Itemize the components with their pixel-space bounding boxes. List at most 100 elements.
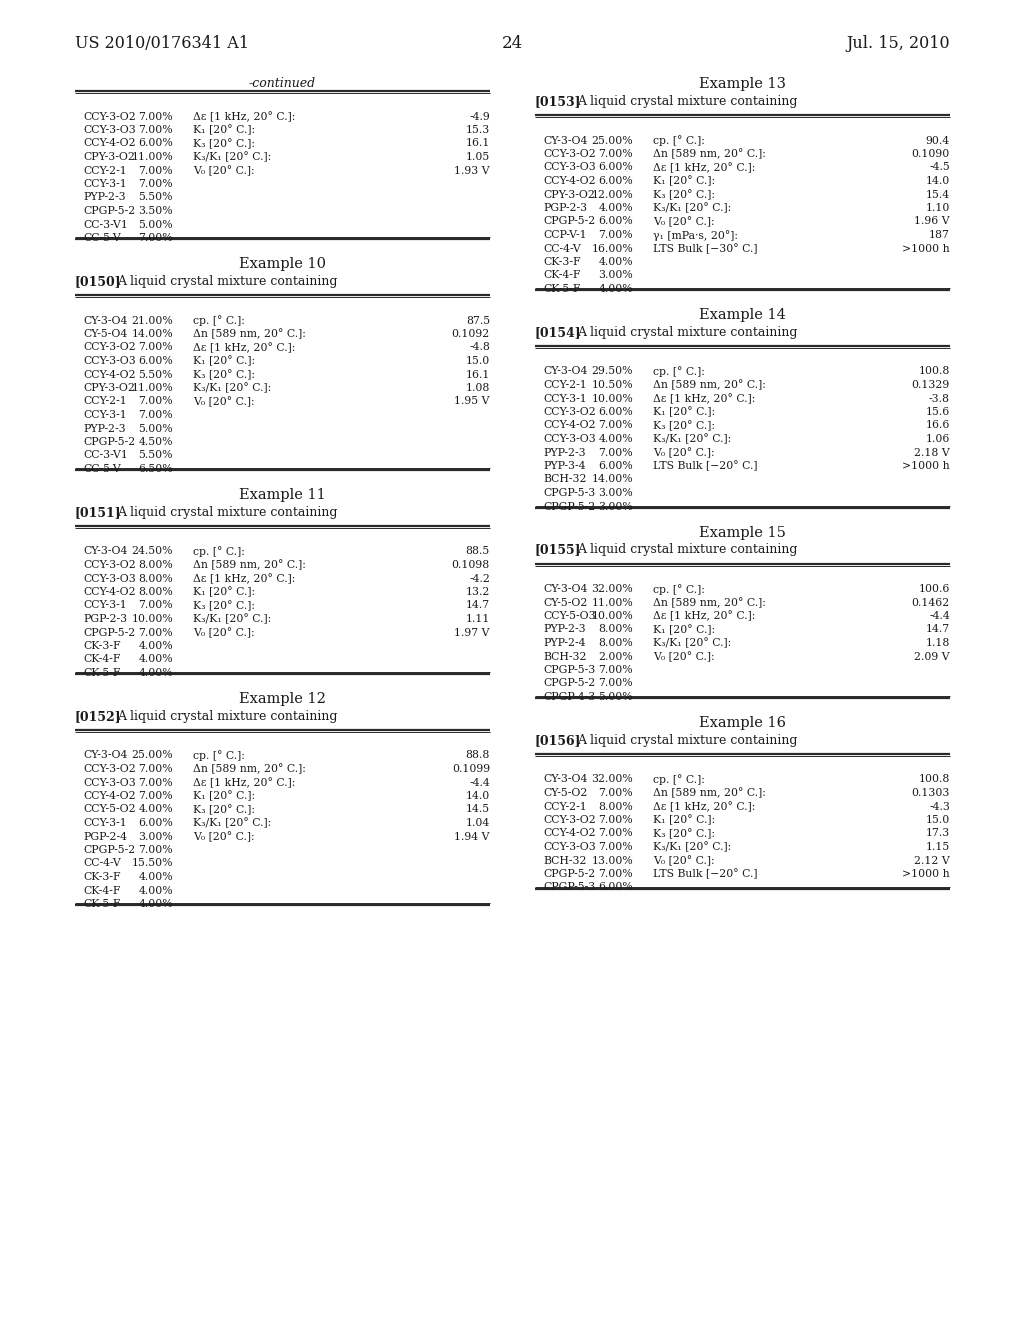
Text: 4.00%: 4.00%: [598, 284, 633, 294]
Text: Δn [589 nm, 20° C.]:: Δn [589 nm, 20° C.]:: [193, 560, 306, 570]
Text: CY-5-O4: CY-5-O4: [83, 329, 127, 339]
Text: V₀ [20° C.]:: V₀ [20° C.]:: [193, 396, 255, 407]
Text: CCY-4-O2: CCY-4-O2: [83, 370, 135, 380]
Text: CPGP-5-2: CPGP-5-2: [543, 869, 595, 879]
Text: 1.93 V: 1.93 V: [455, 165, 490, 176]
Text: 7.00%: 7.00%: [138, 764, 173, 774]
Text: K₃/K₁ [20° C.]:: K₃/K₁ [20° C.]:: [193, 383, 271, 393]
Text: 7.00%: 7.00%: [598, 447, 633, 458]
Text: 16.1: 16.1: [466, 370, 490, 380]
Text: BCH-32: BCH-32: [543, 855, 587, 866]
Text: CY-5-O2: CY-5-O2: [543, 788, 588, 799]
Text: 15.3: 15.3: [466, 125, 490, 135]
Text: Δε [1 kHz, 20° C.]:: Δε [1 kHz, 20° C.]:: [653, 801, 756, 812]
Text: K₃/K₁ [20° C.]:: K₃/K₁ [20° C.]:: [653, 842, 731, 853]
Text: 5.50%: 5.50%: [138, 450, 173, 461]
Text: 187: 187: [929, 230, 950, 240]
Text: 15.50%: 15.50%: [131, 858, 173, 869]
Text: CCY-4-O2: CCY-4-O2: [543, 829, 596, 838]
Text: Example 11: Example 11: [240, 488, 326, 502]
Text: 6.00%: 6.00%: [138, 139, 173, 149]
Text: 6.00%: 6.00%: [598, 461, 633, 471]
Text: 7.00%: 7.00%: [598, 149, 633, 158]
Text: CPY-3-O2: CPY-3-O2: [83, 152, 135, 162]
Text: CPGP-5-2: CPGP-5-2: [83, 845, 135, 855]
Text: 15.6: 15.6: [926, 407, 950, 417]
Text: -4.2: -4.2: [469, 573, 490, 583]
Text: BCH-32: BCH-32: [543, 474, 587, 484]
Text: 2.09 V: 2.09 V: [914, 652, 950, 661]
Text: 4.50%: 4.50%: [138, 437, 173, 447]
Text: Δε [1 kHz, 20° C.]:: Δε [1 kHz, 20° C.]:: [193, 573, 295, 585]
Text: K₁ [20° C.]:: K₁ [20° C.]:: [653, 624, 715, 635]
Text: 7.00%: 7.00%: [138, 165, 173, 176]
Text: CCY-3-O2: CCY-3-O2: [83, 560, 136, 570]
Text: 7.00%: 7.00%: [598, 829, 633, 838]
Text: 7.00%: 7.00%: [138, 396, 173, 407]
Text: 7.00%: 7.00%: [138, 627, 173, 638]
Text: 3.00%: 3.00%: [138, 832, 173, 842]
Text: CCY-3-O2: CCY-3-O2: [543, 407, 596, 417]
Text: CCY-5-O2: CCY-5-O2: [83, 804, 135, 814]
Text: 1.11: 1.11: [466, 614, 490, 624]
Text: CK-4-F: CK-4-F: [83, 655, 121, 664]
Text: CK-4-F: CK-4-F: [543, 271, 581, 281]
Text: CK-3-F: CK-3-F: [83, 873, 121, 882]
Text: K₃/K₁ [20° C.]:: K₃/K₁ [20° C.]:: [653, 638, 731, 648]
Text: cp. [° C.]:: cp. [° C.]:: [653, 583, 705, 595]
Text: CY-3-O4: CY-3-O4: [83, 546, 127, 557]
Text: [0152]: [0152]: [75, 710, 122, 723]
Text: 1.05: 1.05: [466, 152, 490, 162]
Text: CCY-4-O2: CCY-4-O2: [543, 176, 596, 186]
Text: K₁ [20° C.]:: K₁ [20° C.]:: [193, 791, 255, 801]
Text: 1.97 V: 1.97 V: [455, 627, 490, 638]
Text: Δε [1 kHz, 20° C.]:: Δε [1 kHz, 20° C.]:: [193, 777, 295, 788]
Text: 14.5: 14.5: [466, 804, 490, 814]
Text: K₃ [20° C.]:: K₃ [20° C.]:: [653, 829, 715, 840]
Text: CY-3-O4: CY-3-O4: [543, 583, 588, 594]
Text: 16.1: 16.1: [466, 139, 490, 149]
Text: K₃/K₁ [20° C.]:: K₃/K₁ [20° C.]:: [653, 203, 731, 214]
Text: 7.00%: 7.00%: [598, 230, 633, 240]
Text: 4.00%: 4.00%: [598, 257, 633, 267]
Text: CCY-2-1: CCY-2-1: [83, 396, 127, 407]
Text: 15.4: 15.4: [926, 190, 950, 199]
Text: >1000 h: >1000 h: [902, 243, 950, 253]
Text: Δε [1 kHz, 20° C.]:: Δε [1 kHz, 20° C.]:: [193, 342, 295, 354]
Text: [0151]: [0151]: [75, 506, 122, 519]
Text: 5.00%: 5.00%: [598, 692, 633, 702]
Text: CCY-4-O2: CCY-4-O2: [83, 791, 135, 801]
Text: 29.50%: 29.50%: [592, 367, 633, 376]
Text: PYP-2-3: PYP-2-3: [83, 193, 126, 202]
Text: 1.06: 1.06: [926, 434, 950, 444]
Text: CCY-3-1: CCY-3-1: [543, 393, 587, 404]
Text: [0150]: [0150]: [75, 275, 122, 288]
Text: 5.50%: 5.50%: [138, 370, 173, 380]
Text: CCY-3-1: CCY-3-1: [83, 818, 127, 828]
Text: CPGP-5-3: CPGP-5-3: [543, 665, 595, 675]
Text: K₃ [20° C.]:: K₃ [20° C.]:: [193, 804, 255, 816]
Text: CY-3-O4: CY-3-O4: [83, 315, 127, 326]
Text: 8.00%: 8.00%: [138, 560, 173, 570]
Text: CY-3-O4: CY-3-O4: [543, 367, 588, 376]
Text: Δn [589 nm, 20° C.]:: Δn [589 nm, 20° C.]:: [653, 598, 766, 609]
Text: 7.00%: 7.00%: [138, 342, 173, 352]
Text: 8.00%: 8.00%: [598, 638, 633, 648]
Text: K₃/K₁ [20° C.]:: K₃/K₁ [20° C.]:: [193, 614, 271, 624]
Text: CK-3-F: CK-3-F: [543, 257, 581, 267]
Text: 25.00%: 25.00%: [592, 136, 633, 145]
Text: Δε [1 kHz, 20° C.]:: Δε [1 kHz, 20° C.]:: [653, 393, 756, 404]
Text: >1000 h: >1000 h: [902, 461, 950, 471]
Text: 100.6: 100.6: [919, 583, 950, 594]
Text: PGP-2-3: PGP-2-3: [83, 614, 127, 624]
Text: K₃ [20° C.]:: K₃ [20° C.]:: [653, 421, 715, 432]
Text: Example 14: Example 14: [699, 308, 786, 322]
Text: 7.00%: 7.00%: [138, 791, 173, 801]
Text: A liquid crystal mixture containing: A liquid crystal mixture containing: [577, 95, 798, 108]
Text: 7.00%: 7.00%: [138, 125, 173, 135]
Text: 1.04: 1.04: [466, 818, 490, 828]
Text: CY-5-O2: CY-5-O2: [543, 598, 588, 607]
Text: cp. [° C.]:: cp. [° C.]:: [193, 315, 245, 326]
Text: -4.8: -4.8: [469, 342, 490, 352]
Text: >1000 h: >1000 h: [902, 869, 950, 879]
